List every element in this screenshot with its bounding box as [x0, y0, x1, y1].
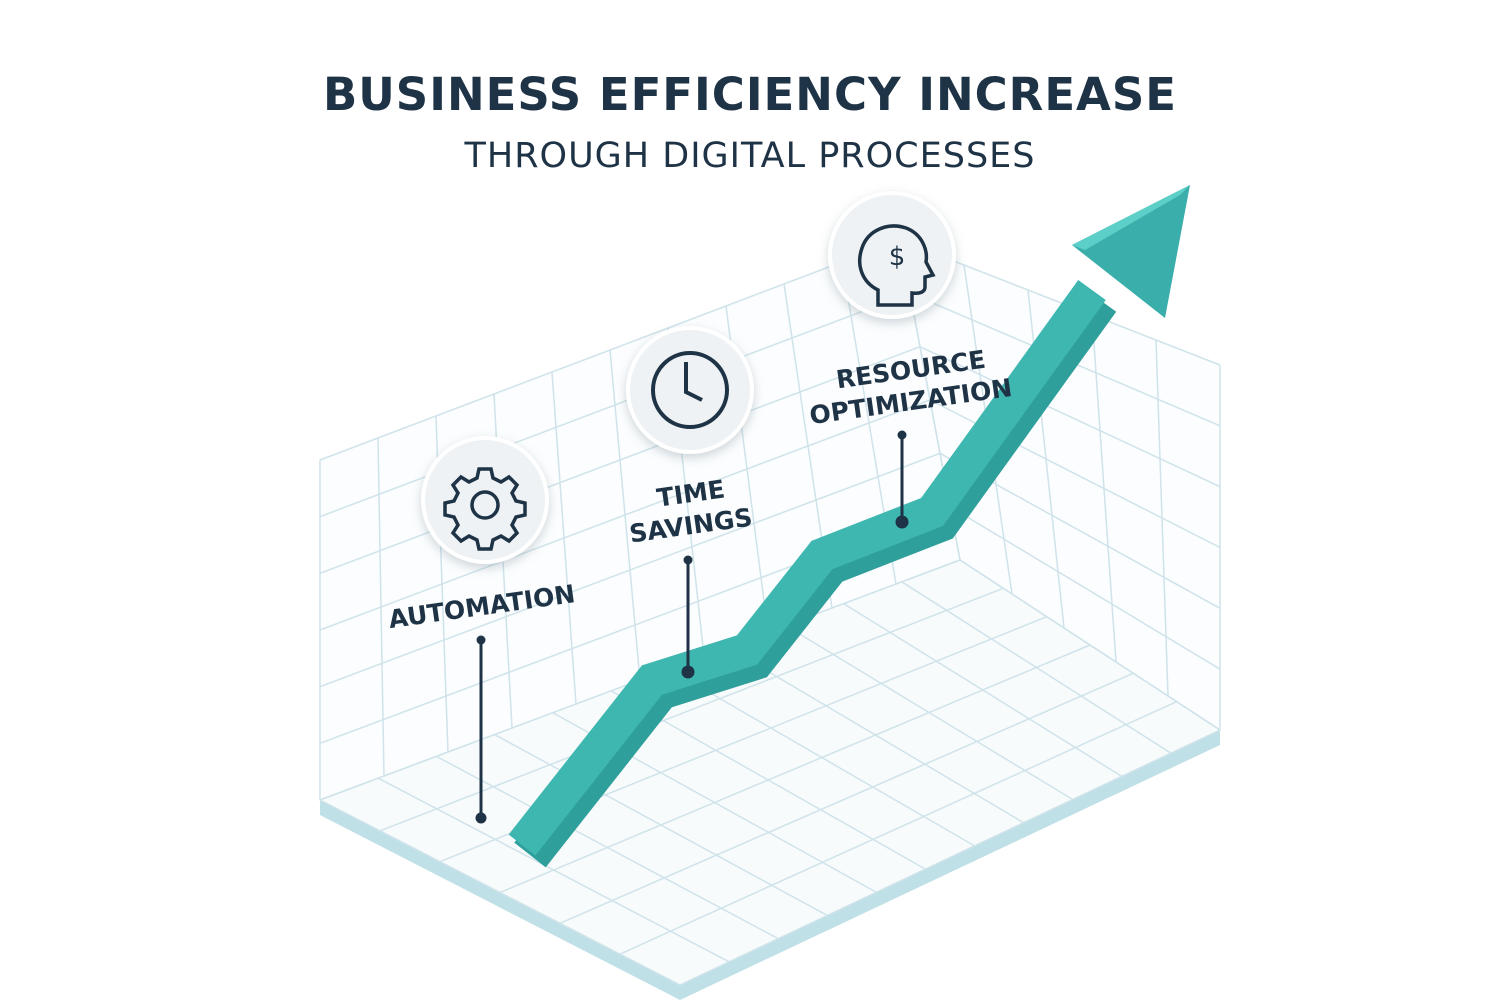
time-savings-pin-top: [683, 555, 693, 565]
resource-pin-top: [897, 430, 907, 440]
floor-grid-line: [559, 672, 1134, 925]
left-wall-grid-line: [319, 399, 931, 631]
automation-pin-top: [476, 635, 486, 645]
automation-pin-dot: [475, 812, 487, 824]
resource-badge: $: [828, 191, 956, 319]
arrow-head: [1072, 185, 1190, 318]
arrow-head-top: [1072, 185, 1190, 250]
arrow-body-top: [508, 280, 1106, 856]
floor-grid-line: [619, 700, 1177, 955]
floor-slab-edge: [320, 730, 1220, 1000]
floor-grid-line: [679, 729, 1221, 986]
time-savings-badge: [626, 326, 754, 454]
left-wall-grid-line: [319, 345, 921, 575]
floor-grid-line: [379, 587, 1004, 832]
time-savings-pin-dot: [681, 665, 695, 679]
growth-arrow: [508, 185, 1190, 868]
left-wall-grid-line: [319, 239, 901, 461]
svg-text:$: $: [889, 242, 906, 272]
page-title: BUSINESS EFFICIENCY INCREASE: [322, 68, 1178, 121]
head-dollar-icon: $: [857, 224, 936, 307]
page-subtitle: THROUGH DIGITAL PROCESSES: [464, 136, 1036, 176]
left-wall-grid-line: [319, 292, 911, 518]
resource-pin-dot: [895, 515, 909, 529]
automation-badge: [421, 436, 549, 564]
gear-icon: [443, 467, 527, 551]
right-wall-grid-line: [919, 345, 1221, 488]
left-wall-grid-line: [319, 452, 941, 688]
floor-grid-line: [499, 644, 1091, 894]
right-wall-grid-line: [949, 506, 1221, 670]
clock-icon: [651, 351, 729, 429]
